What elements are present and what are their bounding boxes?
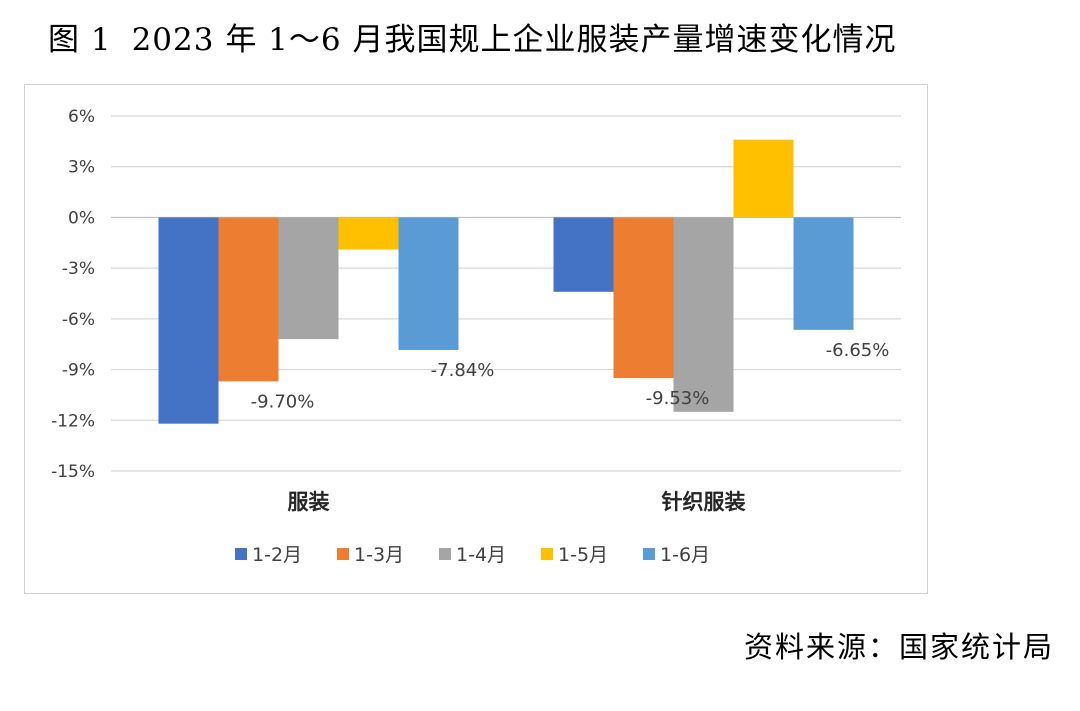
source-note: 资料来源：国家统计局	[743, 630, 1054, 664]
y-tick-label: -9%	[62, 361, 95, 381]
chart-frame: 6% 3% 0% -3% -6% -9% -12% -15% 服装 针织服装 -9.70% -7.84…	[24, 84, 928, 594]
chart-svg: 6% 3% 0% -3% -6% -9% -12% -15% 服装 针织服装 -9.70% -7.84…	[51, 107, 901, 566]
bar-1-4月-服装	[278, 217, 339, 340]
y-tick-label: -3%	[62, 259, 95, 279]
x-category-label: 针织服装	[662, 490, 746, 514]
bar-1-2月-针织服装	[553, 217, 614, 292]
bar-1-4月-针织服装	[673, 217, 734, 412]
legend-label: 1-5月	[558, 544, 608, 566]
figure-title-text: 2023 年 1～6 月我国规上企业服装产量增速变化情况	[131, 22, 897, 58]
legend-label: 1-2月	[252, 544, 302, 566]
data-label: -6.65%	[826, 340, 890, 361]
y-tick-label: 3%	[68, 158, 95, 178]
data-label: -9.70%	[251, 391, 315, 412]
legend-label: 1-3月	[354, 544, 404, 566]
legend-swatch-1-5月	[541, 548, 553, 560]
bar-1-3月-服装	[218, 217, 279, 382]
y-tick-label: -6%	[62, 310, 95, 330]
y-tick-label: -15%	[51, 462, 95, 482]
legend-label: 1-6月	[660, 544, 710, 566]
data-label: -7.84%	[431, 360, 495, 381]
y-tick-label: 6%	[68, 107, 95, 127]
figure-title: 图 1 2023 年 1～6 月我国规上企业服装产量增速变化情况	[48, 14, 896, 59]
bar-1-2月-服装	[158, 217, 219, 424]
bar-1-6月-服装	[398, 217, 459, 350]
y-tick-label: 0%	[68, 208, 95, 228]
legend-label: 1-4月	[456, 544, 506, 566]
bar-1-5月-针织服装	[733, 139, 794, 218]
bar-1-5月-服装	[338, 217, 399, 250]
legend-swatch-1-2月	[235, 548, 247, 560]
figure-number: 图 1	[48, 22, 112, 58]
bar-1-3月-针织服装	[613, 217, 674, 379]
legend-swatch-1-3月	[337, 548, 349, 560]
legend-swatch-1-4月	[439, 548, 451, 560]
legend-swatch-1-6月	[643, 548, 655, 560]
bar-1-6月-针织服装	[793, 217, 854, 330]
y-tick-label: -12%	[51, 411, 95, 431]
data-label: -9.53%	[646, 388, 710, 409]
x-category-label: 服装	[288, 490, 330, 514]
